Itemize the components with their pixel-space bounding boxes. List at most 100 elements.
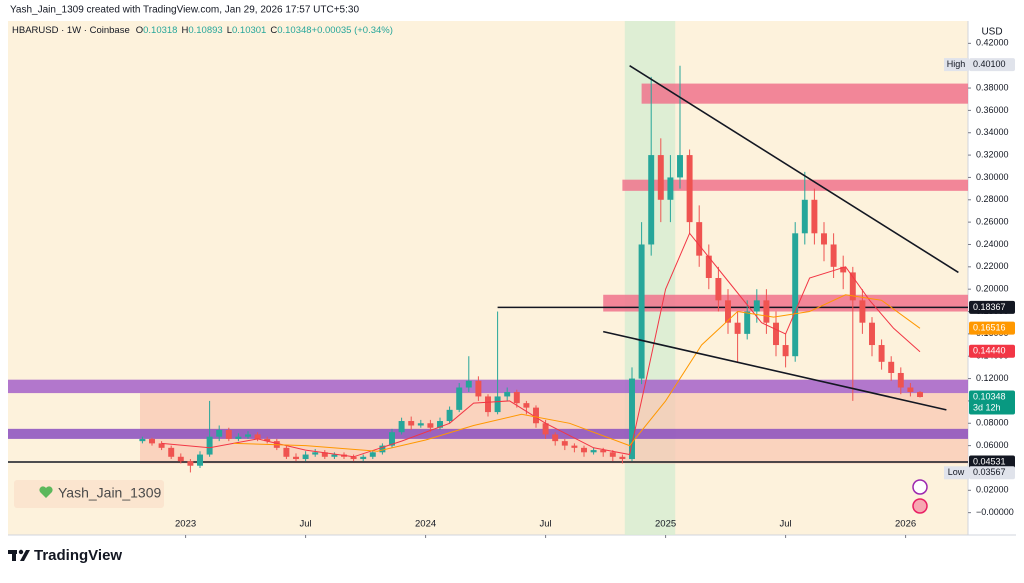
y-tick-label: 0.42000	[976, 38, 1009, 48]
price-label-box	[969, 58, 1015, 72]
trendline	[629, 65, 959, 274]
zone	[8, 379, 968, 394]
moving-average	[161, 232, 921, 458]
candle-body	[216, 429, 223, 437]
trendline	[603, 330, 947, 411]
candle-body	[878, 345, 885, 362]
x-tick-label: 2023	[175, 519, 196, 530]
candle-body	[609, 452, 616, 457]
candle-body	[369, 452, 376, 457]
candle-body	[744, 311, 751, 334]
candle-body	[245, 434, 251, 437]
candle-body	[619, 456, 626, 460]
y-tick-label: 0.30000	[976, 172, 1009, 182]
candle-body	[705, 255, 712, 278]
candle-body	[696, 222, 703, 256]
symbol: HBARUSD · 1W · Coinbase	[12, 25, 130, 36]
flag-icon	[912, 498, 928, 514]
price-tag-box	[944, 466, 969, 480]
price-tag: Low	[948, 467, 965, 477]
candle-body	[773, 322, 779, 346]
candle-body	[254, 434, 261, 439]
candle-body	[302, 454, 309, 460]
logo-part	[18, 549, 24, 555]
zone	[603, 294, 968, 312]
y-tick-label: 0.28000	[976, 194, 1009, 204]
candle-body	[782, 345, 789, 357]
y-tick-label: 0.24000	[976, 239, 1009, 249]
candle-body	[734, 322, 741, 334]
price-label: 0.16516	[973, 322, 1006, 332]
candle-body	[379, 445, 386, 453]
candle-body	[763, 300, 770, 323]
y-tick-label: 0.26000	[976, 217, 1009, 227]
legend-value: 0.10301	[232, 25, 266, 36]
candle-body	[158, 443, 165, 448]
candle-body	[456, 387, 463, 410]
zone	[641, 83, 968, 104]
candle-body	[177, 456, 184, 462]
candle-body	[629, 378, 635, 460]
candle-body	[600, 450, 607, 453]
price-label-box	[969, 321, 1015, 335]
price-label-box	[969, 466, 1015, 480]
candle-body	[139, 438, 146, 442]
event-icon	[912, 479, 928, 495]
candle-body	[561, 441, 568, 446]
price-label: 0.40100	[973, 59, 1006, 69]
y-tick-label: 0.32000	[976, 149, 1009, 159]
legend-key: C	[270, 25, 277, 36]
candle-body	[667, 177, 674, 200]
candle-body	[235, 436, 242, 439]
candle-body	[533, 407, 539, 424]
logo-part	[20, 550, 30, 561]
candle-body	[485, 396, 491, 413]
candle-body	[408, 421, 415, 426]
y-tick-label: 0.08000	[976, 418, 1009, 428]
brand: TradingView	[34, 547, 122, 564]
candle-body	[494, 396, 501, 413]
candle-body	[792, 233, 799, 357]
zone	[622, 179, 968, 191]
background-layer	[8, 21, 968, 535]
candle-body	[801, 199, 808, 234]
moving-average	[233, 294, 921, 452]
candle-body	[715, 278, 722, 301]
candle-body	[648, 155, 655, 245]
candle-body	[312, 452, 319, 455]
candle-body	[725, 300, 731, 323]
candle-body	[417, 423, 424, 426]
candle-body	[657, 155, 664, 200]
legend-key: H	[181, 25, 188, 36]
candle-body	[225, 429, 232, 439]
candle-body	[475, 380, 482, 397]
candle-body	[331, 454, 338, 457]
y-tick-label: 0.02000	[976, 485, 1009, 495]
price-tag: High	[947, 59, 966, 69]
price-label-box	[969, 300, 1015, 314]
y-tick-label: 0.22000	[976, 261, 1009, 271]
price-label-countdown: 3d 12h	[973, 402, 1001, 412]
x-tick-label: 2024	[415, 519, 436, 530]
logo-part	[12, 550, 16, 561]
candle-body	[917, 391, 923, 398]
candle-body	[869, 322, 875, 346]
candle-body	[197, 454, 203, 466]
candle-body	[821, 233, 827, 245]
candle-body	[504, 391, 511, 397]
axis-layer: 0.420000.400000.380000.360000.340000.320…	[175, 38, 1015, 538]
legend-value: 0.10893	[188, 25, 222, 36]
candle-body	[753, 300, 760, 312]
price-label-box	[969, 344, 1015, 358]
price-tag-box	[944, 58, 969, 72]
legend-value: 0.10318	[143, 25, 177, 36]
candle-body	[149, 438, 155, 444]
price-label-box	[969, 390, 1015, 415]
legend-value: 0.10348	[277, 25, 311, 36]
candle-body	[398, 421, 405, 433]
price-label-box	[969, 455, 1015, 469]
zone	[140, 393, 968, 464]
candle-body	[321, 452, 328, 457]
candle-body	[571, 445, 578, 448]
